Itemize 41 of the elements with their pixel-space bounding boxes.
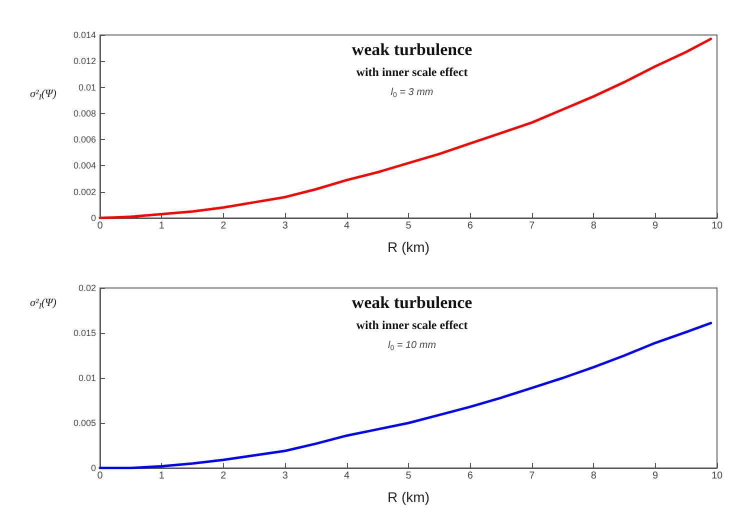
y-tick-label: 0.005	[73, 418, 96, 428]
line-series	[98, 38, 712, 220]
y-tick-label: 0.012	[73, 56, 96, 66]
y-tick-label: 0.01	[78, 373, 96, 383]
x-tick-label: 6	[467, 220, 474, 232]
x-tick-label: 7	[529, 220, 536, 232]
y-tick-label: 0.008	[73, 108, 96, 118]
y-tick-label: 0	[90, 463, 96, 473]
x-tick-label: 4	[344, 470, 350, 482]
line-series	[98, 322, 712, 470]
x-tick-label: 2	[220, 220, 227, 232]
x-axis-title: R (km)	[388, 239, 430, 255]
x-tick-label: 8	[590, 220, 597, 232]
y-tick-label: 0.014	[73, 30, 96, 40]
x-tick-label: 10	[711, 470, 723, 482]
y-tick-label: 0.015	[73, 328, 96, 338]
annotation: with inner scale effect	[356, 318, 468, 332]
x-tick-label: 10	[711, 220, 723, 232]
y-tick-label: 0.004	[73, 160, 96, 171]
y-tick-label: 0.006	[73, 134, 96, 145]
x-tick-label: 1	[158, 220, 165, 232]
y-tick-label: 0.02	[78, 283, 96, 293]
x-tick-label: 9	[652, 220, 659, 232]
x-tick-label: 4	[344, 220, 350, 232]
annotation: with inner scale effect	[356, 65, 468, 79]
x-tick-label: 8	[590, 470, 597, 482]
x-axis-title: R (km)	[388, 489, 430, 505]
x-tick-label: 5	[406, 220, 412, 232]
x-tick-label: 7	[529, 470, 536, 482]
y-tick-label: 0.01	[78, 82, 96, 92]
y-tick-label: 0	[90, 213, 96, 223]
x-tick-label: 9	[652, 470, 659, 482]
annotation: weak turbulence	[352, 293, 473, 312]
x-tick-label: 5	[406, 470, 412, 482]
x-tick-label: 3	[282, 470, 288, 482]
x-tick-label: 6	[467, 470, 474, 482]
x-tick-label: 1	[158, 470, 165, 482]
y-tick-label: 0.002	[73, 186, 96, 197]
annotation: weak turbulence	[352, 40, 473, 59]
x-tick-label: 3	[282, 220, 288, 232]
x-tick-label: 2	[220, 470, 227, 482]
